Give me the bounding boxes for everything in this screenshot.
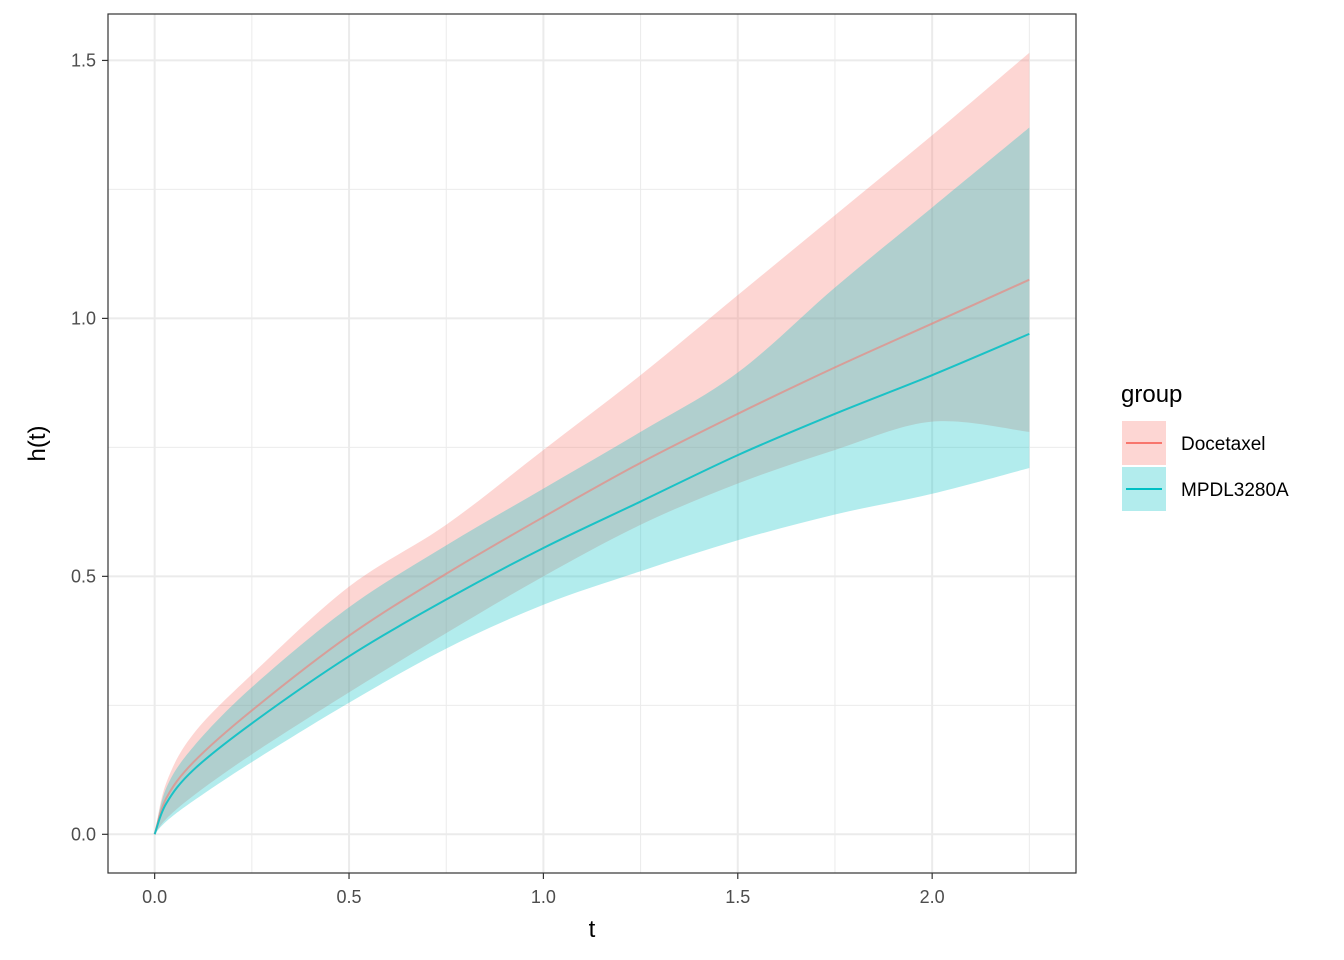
legend-label-mpdl3280a: MPDL3280A: [1181, 480, 1289, 501]
ribbon-docetaxel: [154, 52, 1030, 835]
line-mpdl3280a: [153, 332, 1030, 835]
plot-panel: [107, 13, 1077, 874]
legend-label-docetaxel: Docetaxel: [1181, 434, 1266, 455]
panel-border: [107, 13, 1077, 874]
x-tick-label: 1.0: [531, 887, 556, 907]
x-tick-label: 1.5: [725, 887, 750, 907]
y-axis-title: h(t): [24, 426, 51, 462]
x-axis-title: t: [589, 916, 596, 943]
y-tick-label: 1.5: [71, 50, 96, 70]
line-docetaxel: [153, 278, 1030, 835]
panel-background: [108, 14, 1076, 873]
y-axis: 0.0 0.5 1.0 1.5: [71, 50, 108, 844]
x-tick-label: 0.0: [142, 887, 167, 907]
y-tick-label: 1.0: [71, 308, 96, 328]
legend-title: group: [1121, 381, 1182, 408]
y-tick-label: 0.5: [71, 566, 96, 586]
x-tick-label: 0.5: [337, 887, 362, 907]
y-tick-label: 0.0: [71, 824, 96, 844]
ribbon-mpdl3280a: [154, 127, 1030, 835]
x-axis: 0.0 0.5 1.0 1.5 2.0: [142, 873, 945, 907]
x-tick-label: 2.0: [920, 887, 945, 907]
legend: group Docetaxel MPDL3280A: [1121, 381, 1289, 511]
